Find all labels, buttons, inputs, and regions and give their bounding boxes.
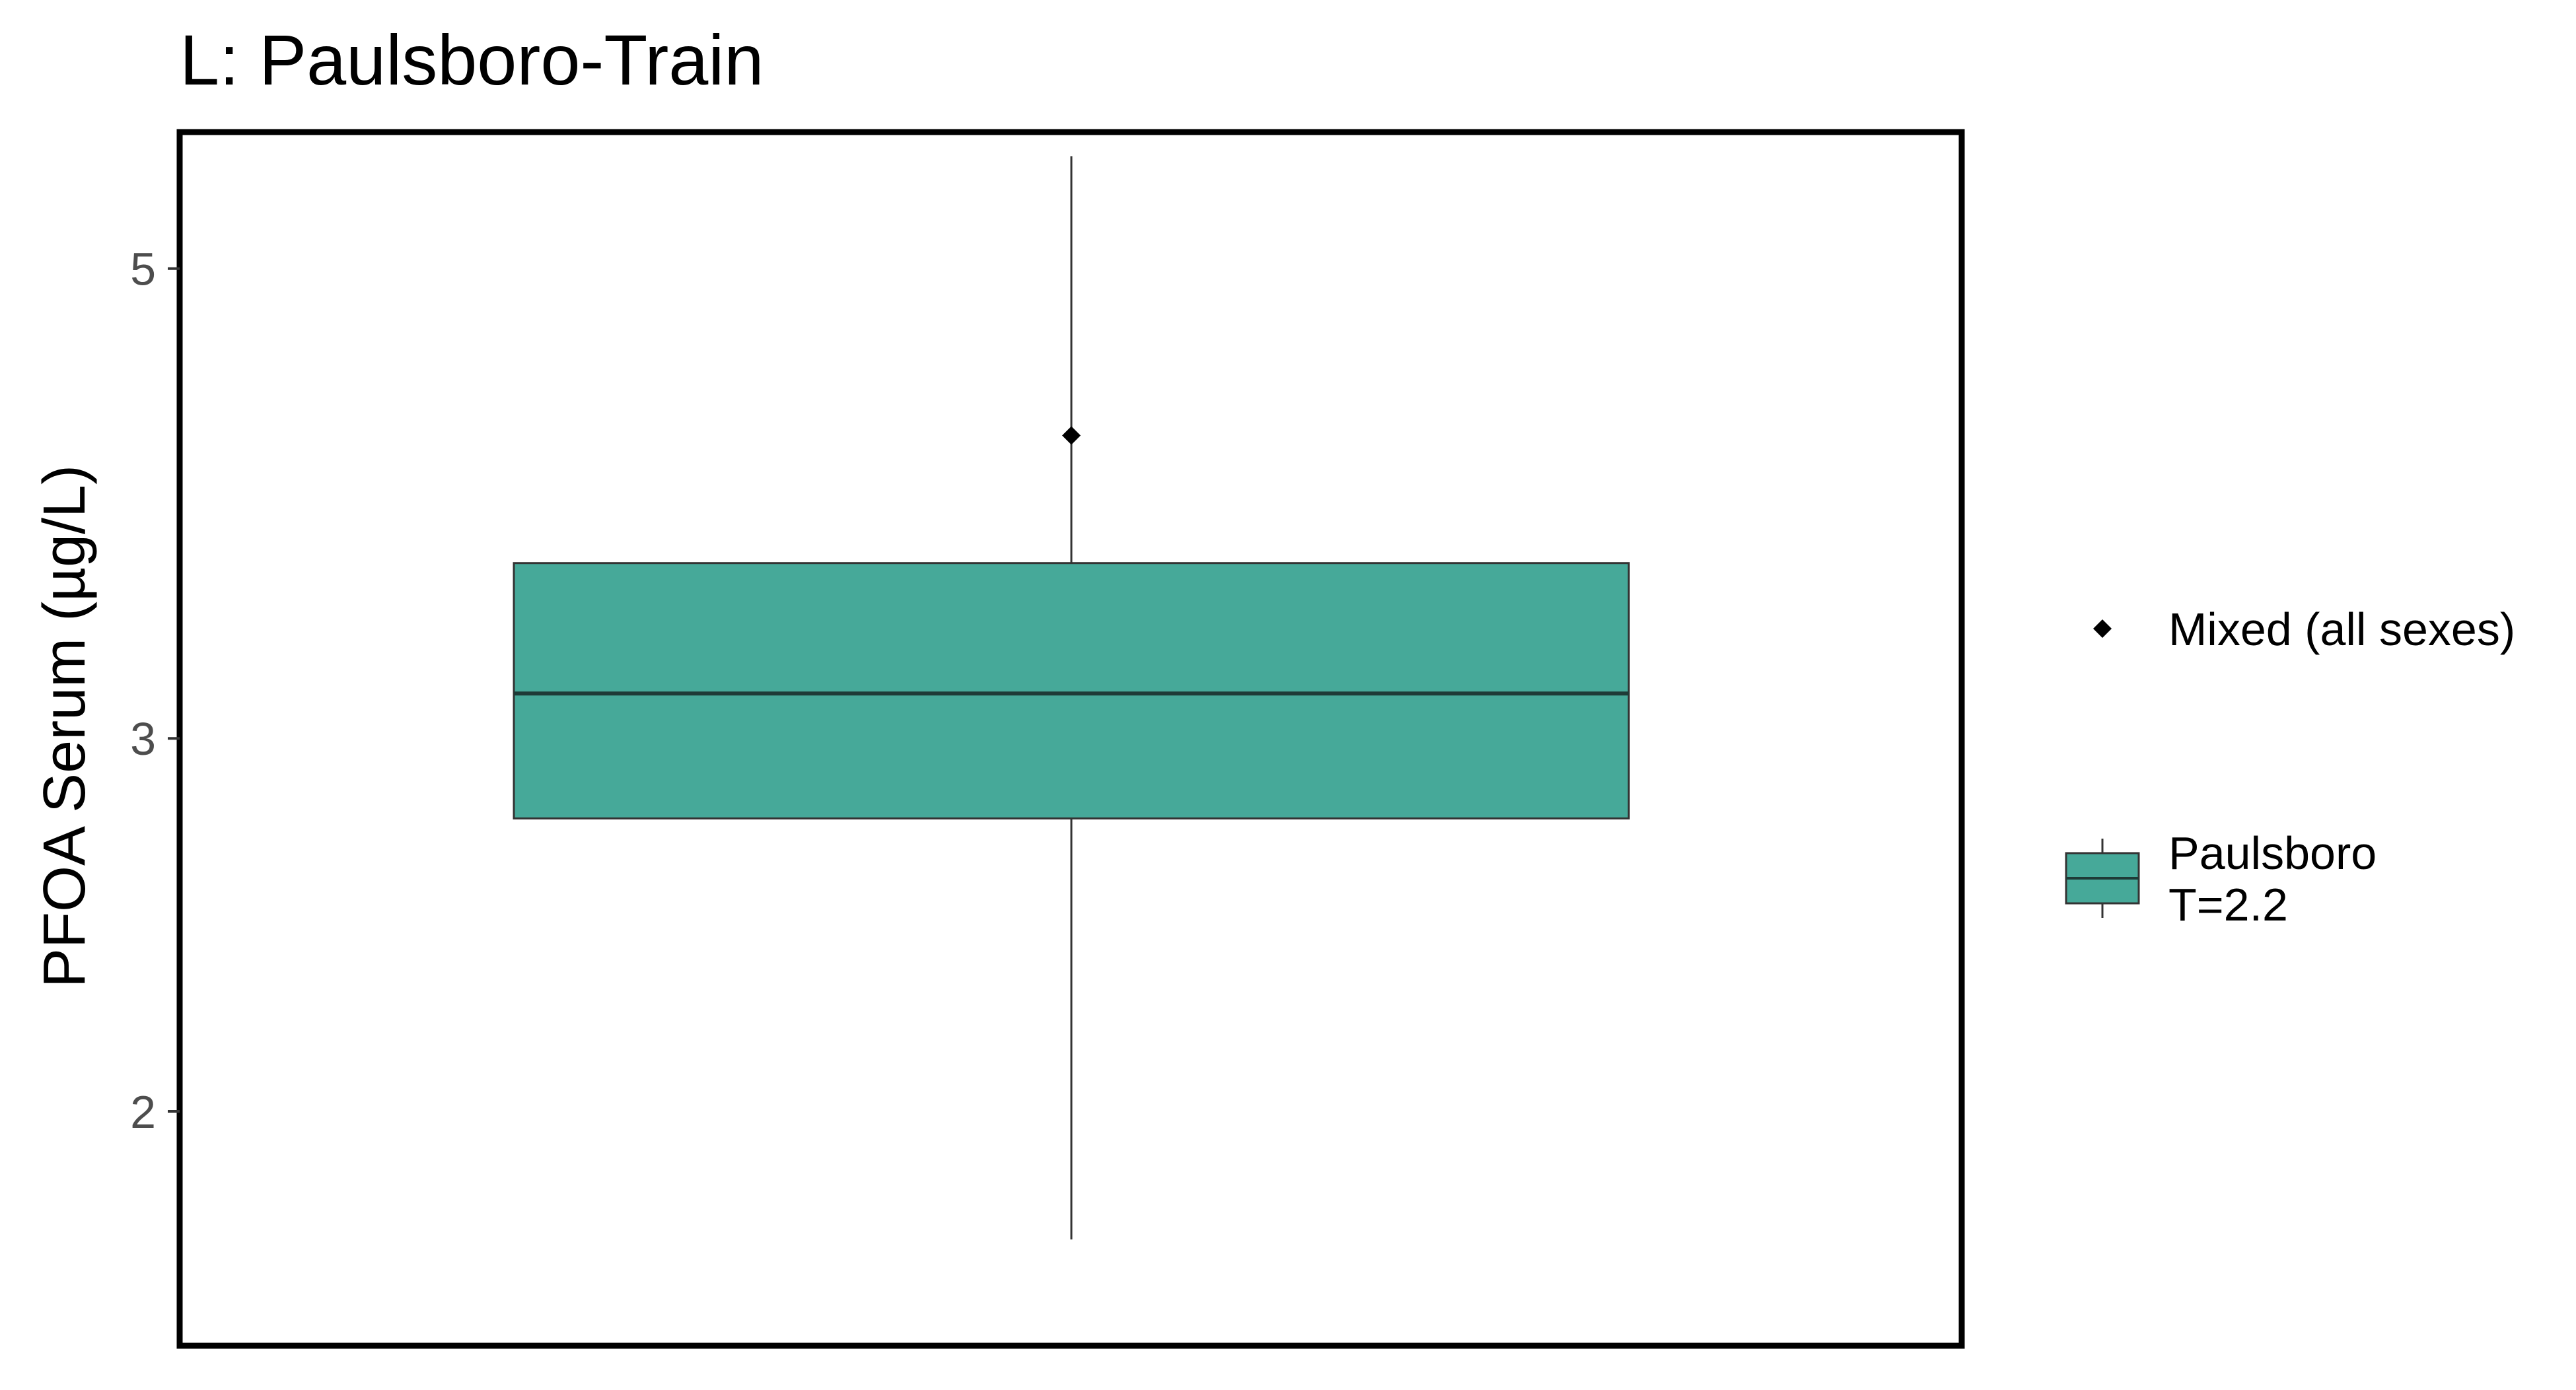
data-point-diamond — [1062, 426, 1081, 445]
y-tick-label: 2 — [130, 1086, 156, 1138]
legend-diamond-key — [2093, 619, 2112, 638]
y-axis-title: PFOA Serum (µg/L) — [32, 465, 98, 988]
chart-title: L: Paulsboro-Train — [180, 20, 764, 100]
box-iqr — [513, 562, 1630, 819]
y-tick-label: 3 — [130, 713, 156, 765]
y-tick-label: 5 — [130, 244, 156, 295]
plot-marks — [513, 156, 1630, 1239]
legend-label-paulsboro: T=2.2 — [2168, 879, 2288, 930]
legend-label-mixed: Mixed (all sexes) — [2168, 604, 2515, 655]
legend-label-paulsboro: Paulsboro — [2168, 827, 2377, 879]
y-axis: 2 3 5 — [130, 244, 180, 1138]
